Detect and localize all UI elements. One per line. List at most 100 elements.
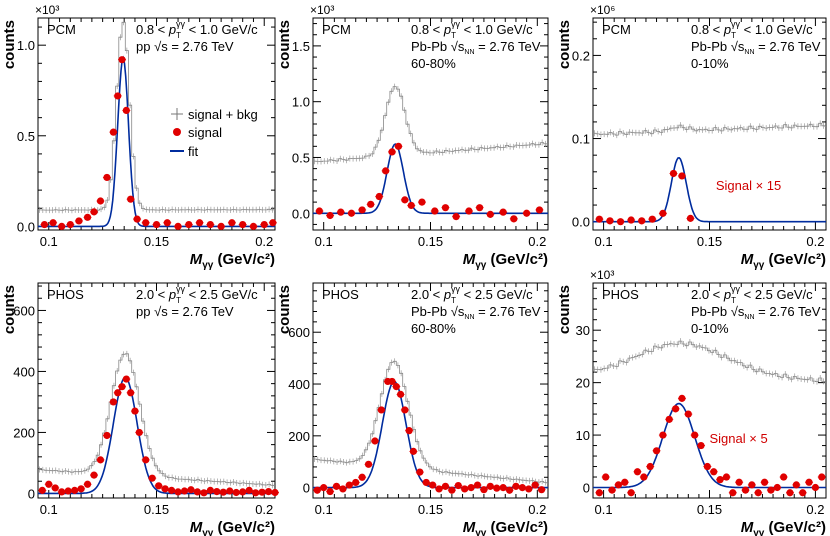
signal-point [206,486,214,494]
y-tick-label: 1.0 [17,38,35,53]
signal-point [142,219,150,227]
signal-point [174,488,182,496]
y-scale-label: ×10³ [590,268,614,282]
signal-point [260,220,268,229]
x-tick-label: 0.1 [595,234,613,249]
x-tick-label: 0.2 [255,234,273,249]
signal-point [226,487,234,495]
y-tick-label: 0.0 [17,219,35,234]
signal-point [45,480,53,488]
signal-point [616,218,625,226]
signal-point [163,219,171,227]
signal-point [510,215,518,223]
signal-point [155,482,163,490]
y-tick-label: 20 [576,376,590,391]
signal-point [239,220,247,229]
y-tick-label: 0 [303,481,310,496]
signal-point [741,486,750,494]
signal-point [269,219,277,227]
signal-point [77,485,85,493]
fit-curve [313,380,548,489]
signal-point [754,489,762,497]
signal-point [416,468,424,476]
y-tick-label: 0.2 [572,48,590,63]
signal-point [332,482,341,490]
signal-point [409,447,418,455]
signal-scale-label: Signal × 15 [716,178,781,193]
signal-point [118,383,126,391]
signal-point [748,481,756,489]
signal-point [602,473,610,481]
x-tick-label: 0.2 [255,502,273,517]
signal-point [64,487,72,495]
x-tick-label: 0.1 [595,502,613,517]
signal-point [805,478,813,486]
signal-point [217,222,225,230]
signal-point [49,219,57,227]
signal-point [394,142,403,150]
centrality-label: 60-80% [411,56,456,71]
signal-point [486,482,494,490]
x-tick-label: 0.2 [806,234,824,249]
x-tick-label: 0.15 [144,502,169,517]
y-tick-label: 0.0 [572,215,590,230]
signal-point [90,471,98,479]
signal-point [122,106,130,115]
signal-point [722,473,731,481]
signal-point [375,192,383,201]
signal-point [512,482,520,490]
signal-point [595,215,603,223]
signal-point [187,486,195,494]
signal-point [388,148,396,156]
signal-point [646,462,654,471]
signal-point [239,488,247,496]
signal-point [441,482,450,490]
signal-point [799,489,807,497]
legend-bkg-marker [171,108,183,120]
signal-point [792,481,800,489]
signal-point [535,206,544,214]
y-tick-label: 0.0 [292,206,310,221]
y-axis-title: counts [276,20,293,69]
x-tick-label: 0.2 [806,502,824,517]
signal-point [431,207,439,215]
signal-point [614,481,623,489]
y-tick-label: 1.5 [292,39,310,54]
y-axis-title: counts [1,20,18,69]
signal-point [648,215,656,223]
signal-point [347,209,356,217]
legend: signal + bkg signal fit [170,107,258,159]
signal-point [193,488,202,496]
signal-point [441,204,450,212]
signal-point [167,486,176,494]
signal-point [523,209,531,217]
y-scale-label: ×10⁶ [590,3,615,17]
x-tick-label: 0.1 [315,502,333,517]
fit-curve [593,156,826,223]
signal-point [228,219,236,227]
y-tick-label: 0 [583,481,590,496]
collision-system-label: Pb-Pb √sNN = 2.76 TeV [691,304,821,321]
signal-point [531,481,539,489]
bkg-histogram [38,21,275,211]
signal-point [621,478,629,486]
signal-point [627,216,635,224]
panel-6: 0.1 0.15 0.2 0 10 20 30 PHOS 2.0 < pTγγ < 2.5 Ge… [556,268,827,536]
signal-point [686,214,695,222]
x-tick-label: 0.2 [528,234,546,249]
signal-point [659,209,667,217]
signal-point [640,473,648,481]
signal-point [122,375,130,383]
signal-point [672,405,680,413]
signal-point [127,195,135,203]
centrality-label: 0-10% [691,56,729,71]
signal-point [358,473,366,481]
signal-point [371,437,379,445]
detector-label: PHOS [47,287,84,302]
bkg-histogram [593,340,826,383]
detector-label: PCM [322,22,351,37]
fit-curve [593,402,826,489]
x-tick-label: 0.15 [418,234,443,249]
signal-point [710,468,718,476]
signal-point [83,213,92,221]
